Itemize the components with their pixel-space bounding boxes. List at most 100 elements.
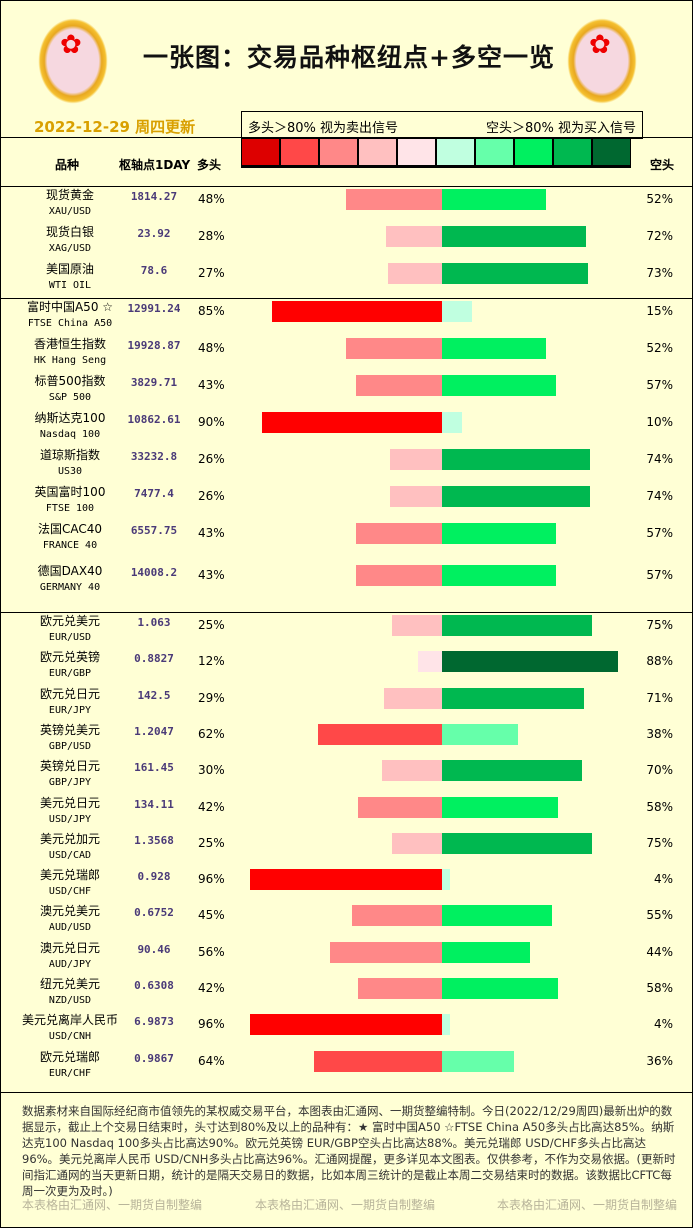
pivot-value: 23.92	[137, 227, 171, 240]
watermark: 本表格由汇通网、一期货自制整编	[255, 1198, 436, 1212]
long-percent: 48%	[198, 192, 225, 206]
short-percent: 44%	[646, 944, 673, 959]
short-bar	[442, 978, 558, 999]
long-bar	[390, 486, 442, 507]
flower-icon: ✿	[589, 30, 611, 60]
long-percent: 12%	[198, 654, 225, 669]
watermark: 本表格由汇通网、一期货自制整编	[497, 1198, 678, 1212]
short-percent: 75%	[646, 618, 673, 632]
short-percent: 38%	[646, 726, 673, 741]
long-value: 64	[198, 1053, 214, 1068]
long-percent: 26%	[198, 452, 225, 466]
long-value: 96	[198, 872, 214, 887]
short-value: 57	[646, 568, 662, 582]
long-percent: 27%	[198, 266, 225, 280]
logo-left: ✿	[38, 18, 108, 104]
long-bar	[346, 189, 442, 210]
scale-swatch	[436, 138, 475, 166]
pivot-value: 10862.61	[127, 413, 181, 426]
short-value: 58	[646, 799, 662, 814]
short-bar	[442, 412, 462, 433]
instrument-en: WTI OIL	[48, 280, 92, 291]
long-percent: 29%	[198, 690, 225, 705]
legend: 多头＞80% 视为卖出信号 空头＞80% 视为买入信号	[241, 111, 643, 139]
pivot-value: 0.928	[137, 870, 171, 884]
long-bar	[356, 523, 442, 544]
pivot-value: 1.3568	[134, 833, 174, 847]
long-value: 48	[198, 192, 214, 206]
instrument-cn: 纽元兑美元	[39, 977, 100, 991]
instrument-cn: 现货黄金	[45, 188, 94, 202]
instrument-en: FRANCE 40	[42, 540, 98, 551]
short-percent: 71%	[646, 690, 673, 705]
pivot-value: 3829.71	[130, 376, 178, 389]
divider	[0, 1092, 693, 1093]
instrument-cn: 澳元兑美元	[39, 904, 100, 919]
long-bar	[356, 375, 442, 396]
pivot-value: 134.11	[134, 797, 174, 811]
instrument-cn: 纳斯达克100	[34, 411, 106, 425]
flower-icon: ✿	[60, 30, 82, 60]
short-percent: 58%	[646, 981, 673, 995]
long-percent: 43%	[198, 568, 225, 582]
long-bar	[356, 565, 442, 586]
instrument-cn: 欧元兑瑞郎	[39, 1049, 100, 1064]
short-bar	[442, 941, 530, 963]
short-bar	[442, 687, 584, 709]
pivot-value: 12991.24	[127, 302, 181, 315]
long-bar	[352, 905, 442, 927]
instrument-name: 富时中国A50 ☆ FTSE China A50	[0, 300, 140, 331]
long-percent: 43%	[198, 378, 225, 392]
short-bar	[442, 651, 618, 673]
instrument-en: EUR/GBP	[48, 668, 92, 680]
short-bar	[442, 338, 546, 359]
instrument-cn: 美元兑离岸人民币	[21, 1013, 118, 1028]
short-value: 74	[646, 489, 662, 503]
pivot-value: 1.2047	[134, 724, 174, 738]
short-percent: 75%	[646, 835, 673, 850]
short-percent: 73%	[646, 266, 673, 280]
long-value: 85	[198, 304, 214, 318]
instrument-en: Nasdaq 100	[39, 429, 101, 440]
pivot-value: 19928.87	[127, 339, 181, 352]
instrument-name: 美元兑离岸人民币 USD/CNH	[0, 1013, 140, 1044]
short-value: 73	[646, 266, 662, 280]
short-value: 70	[646, 763, 662, 778]
short-value: 75	[646, 618, 662, 632]
short-value: 38	[646, 726, 662, 741]
long-value: 48	[198, 341, 214, 355]
long-value: 30	[198, 763, 214, 778]
scale-swatch	[475, 138, 514, 166]
long-bar	[314, 1050, 442, 1072]
scale-swatch	[319, 138, 358, 166]
long-bar	[358, 978, 442, 999]
instrument-name: 现货黄金 XAU/USD	[0, 188, 140, 219]
instrument-name: 欧元兑瑞郎 EUR/CHF	[0, 1050, 140, 1081]
instrument-cn: 富时中国A50 ☆	[26, 300, 114, 314]
long-bar	[272, 301, 442, 322]
instrument-cn: 美国原油	[45, 262, 94, 276]
short-value: 52	[646, 341, 662, 355]
long-percent: 25%	[198, 835, 225, 850]
instrument-en: USD/CHF	[48, 886, 92, 898]
long-percent: 42%	[198, 981, 225, 995]
short-bar	[442, 615, 592, 636]
long-percent: 96%	[198, 1017, 225, 1032]
instrument-name: 澳元兑美元 AUD/USD	[0, 904, 140, 935]
instrument-en: USD/CAD	[48, 849, 92, 861]
short-bar	[442, 449, 590, 470]
col-header-pivot: 枢轴点1DAY	[119, 158, 191, 172]
long-value: 26	[198, 489, 214, 503]
pivot-value: 6557.75	[130, 524, 178, 537]
instrument-name: 纽元兑美元 NZD/USD	[0, 977, 140, 1008]
instrument-en: GBP/USD	[48, 740, 92, 752]
short-value: 44	[646, 944, 662, 959]
short-value: 75	[646, 835, 662, 850]
short-bar	[442, 723, 518, 745]
instrument-name: 澳元兑日元 AUD/JPY	[0, 941, 140, 972]
pivot-value: 0.6308	[134, 979, 174, 992]
instrument-cn: 美元兑加元	[39, 831, 100, 846]
short-bar	[442, 565, 556, 586]
pivot-value: 33232.8	[130, 450, 178, 463]
